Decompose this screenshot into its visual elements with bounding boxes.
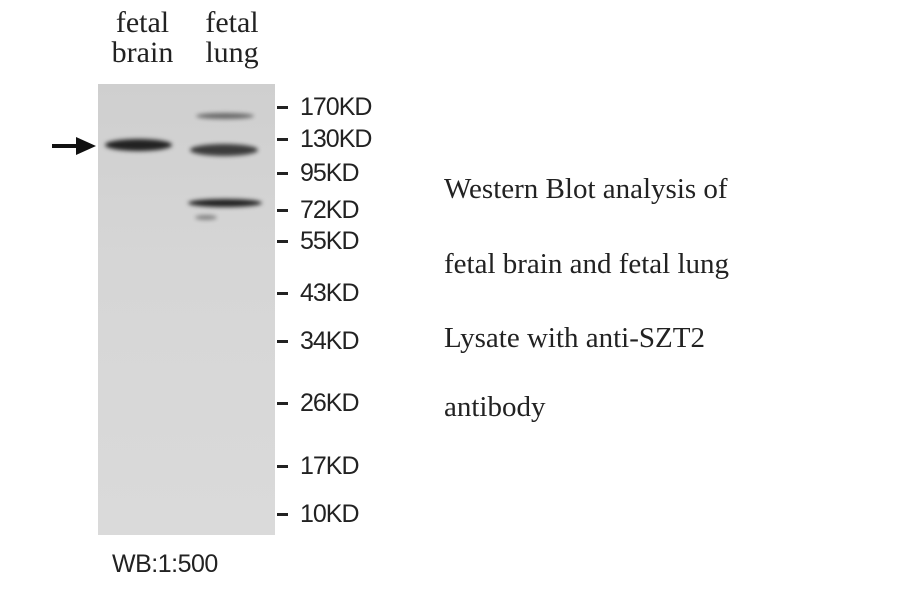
marker-tick [277, 172, 288, 175]
marker-label: 26KD [300, 389, 360, 417]
lane-label-line1: fetal [115, 6, 170, 39]
band-brain-130 [105, 139, 172, 151]
marker-tick [277, 402, 288, 405]
description-line: Western Blot analysis of [444, 173, 728, 205]
marker-tick [277, 513, 288, 516]
band-lung-130 [190, 144, 258, 156]
marker-label: 95KD [300, 159, 360, 187]
marker-label: 72KD [300, 196, 360, 224]
marker-tick [277, 209, 288, 212]
blot-membrane [98, 84, 275, 535]
marker-tick [277, 106, 288, 109]
marker-tick [277, 465, 288, 468]
arrow-right-icon [52, 137, 96, 155]
band-lung-72 [188, 199, 262, 207]
description-line: fetal brain and fetal lung [444, 248, 730, 280]
marker-tick [277, 292, 288, 295]
marker-tick [277, 240, 288, 243]
band-lung-170 [196, 113, 254, 119]
lane-label-line2: lung [205, 36, 259, 69]
band-lung-minor [195, 215, 217, 220]
lane-label-fetal-lung: fetal lung [192, 8, 272, 68]
marker-label: 43KD [300, 279, 360, 307]
marker-label: 34KD [300, 327, 360, 355]
marker-label: 170KD [300, 93, 372, 121]
marker-tick [277, 138, 288, 141]
marker-tick [277, 340, 288, 343]
marker-label: 17KD [300, 452, 360, 480]
lane-label-line2: brain [111, 36, 174, 69]
marker-label: 55KD [300, 227, 360, 255]
marker-label: 130KD [300, 125, 372, 153]
marker-label: 10KD [300, 500, 360, 528]
description-line: Lysate with anti-SZT2 [444, 322, 705, 354]
lane-label-fetal-brain: fetal brain [100, 8, 185, 68]
description-line: antibody [444, 391, 546, 423]
lane-label-line1: fetal [205, 6, 259, 39]
dilution-label: WB:1:500 [112, 550, 218, 578]
